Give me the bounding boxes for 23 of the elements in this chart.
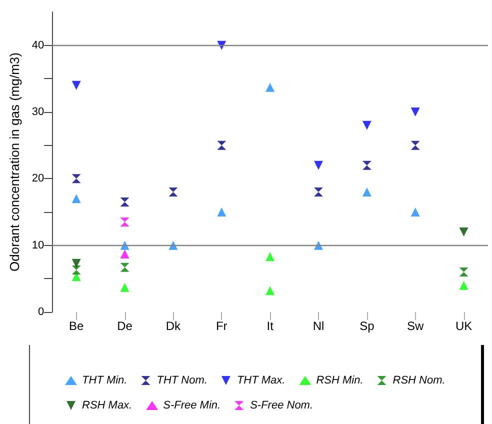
x-tick-label: It (266, 319, 274, 333)
legend-label: THT Max. (236, 374, 286, 386)
x-tick-label: De (117, 319, 133, 333)
x-tick-label: Nl (312, 319, 324, 333)
y-tick-label: 40 (32, 39, 44, 52)
x-tick-label: Dk (166, 319, 182, 333)
legend-label: RSH Nom. (392, 374, 446, 386)
legend-label: THT Nom. (156, 374, 208, 386)
x-tick-label: Sp (360, 319, 375, 333)
y-tick-label: 30 (32, 106, 44, 118)
legend-label: RSH Min. (316, 374, 364, 386)
y-tick-label: 10 (32, 239, 44, 252)
legend-label: S-Free Nom. (250, 400, 314, 412)
x-tick-label: Sw (407, 319, 424, 333)
x-tick-label: Fr (216, 319, 228, 333)
legend-label: S-Free Min. (163, 400, 221, 412)
y-axis-title: Odorant concentration in gas (mg/m3) (7, 52, 22, 272)
legend-label: THT Min. (82, 374, 128, 386)
legend-label: RSH Max. (82, 400, 132, 412)
x-tick-label: UK (455, 319, 472, 333)
y-tick-label: 20 (32, 172, 44, 185)
x-tick-label: Be (69, 319, 84, 333)
y-tick-label: 0 (38, 306, 44, 318)
